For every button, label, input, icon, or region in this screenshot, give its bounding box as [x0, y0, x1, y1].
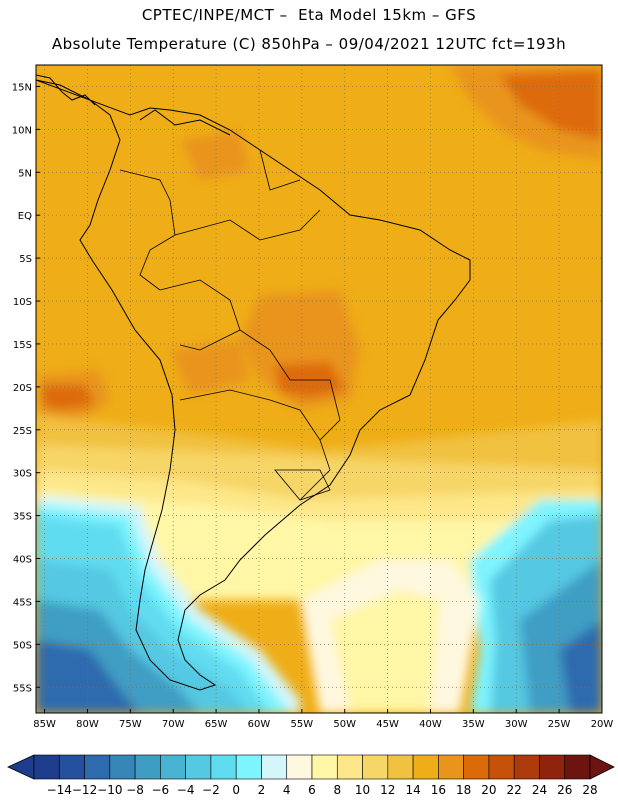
colorbar-tick-label: 6 [308, 783, 316, 797]
colorbar-tick-label: −14 [47, 783, 72, 797]
colorbar-tick-label: −2 [202, 783, 220, 797]
colorbar-swatch [235, 754, 262, 780]
colorbar-tick-label: 0 [232, 783, 240, 797]
lon-tick-label: 70W [162, 719, 185, 730]
colorbar-swatch [488, 754, 515, 780]
colorbar-labels: −14 −12 −10 −8 −6 −4 −2 0 2 4 6 8 10 12 14 16 18 20 22 24 26… [47, 783, 598, 797]
lon-tick-label: 50W [333, 719, 356, 730]
colorbar-tick-label: −10 [97, 783, 122, 797]
lon-tick-label: 30W [505, 719, 528, 730]
colorbar-tick-label: 22 [507, 783, 522, 797]
lat-tick-label: 15S [13, 340, 32, 351]
lat-tick-label: 30S [13, 469, 32, 480]
chart-title-line1: CPTEC/INPE/MCT – Eta Model 15km – GFS [141, 6, 477, 24]
lat-tick-label: 10S [13, 297, 32, 308]
colorbar-tick-label: 4 [283, 783, 291, 797]
lon-tick-label: 75W [119, 719, 142, 730]
lat-tick-label: 5S [19, 254, 32, 265]
colorbar-swatch [513, 754, 540, 780]
lat-tick-label: 35S [13, 512, 32, 523]
chart-title-line2: Absolute Temperature (C) 850hPa – 09/04/… [51, 35, 567, 53]
colorbar-swatch [109, 754, 136, 780]
latitude-axis: 15N 10N 5N EQ 5S 10S 15S 20S 25S 30S 35S 40S 45S 50S 5… [12, 82, 40, 694]
colorbar-max-arrow [589, 754, 615, 780]
coastline [36, 74, 471, 691]
lat-tick-label: 20S [13, 383, 32, 394]
colorbar-tick-label: 12 [380, 783, 395, 797]
lon-tick-label: 85W [33, 719, 56, 730]
longitude-axis: 85W 80W 75W 70W 65W 60W 55W 50W 45W 40W 35W 30W 25W 2… [33, 709, 613, 730]
lon-tick-label: 80W [76, 719, 99, 730]
colorbar-swatch [33, 754, 60, 780]
colorbar-tick-label: −12 [72, 783, 97, 797]
colorbar-swatch [463, 754, 490, 780]
lat-tick-label: 50S [13, 640, 32, 651]
colorbar-swatch [362, 754, 389, 780]
map-grid [36, 65, 602, 713]
country-borders [119, 149, 341, 501]
colorbar-swatch [311, 754, 338, 780]
temperature-field [36, 65, 602, 713]
colorbar-tick-label: 18 [456, 783, 471, 797]
colorbar-swatch [539, 754, 566, 780]
lat-tick-label: 10N [12, 125, 32, 136]
lon-tick-label: 45W [376, 719, 399, 730]
colorbar-tick-label: 24 [532, 783, 547, 797]
lat-tick-label: 25S [13, 426, 32, 437]
colorbar-swatch [261, 754, 288, 780]
colorbar-tick-label: 8 [333, 783, 341, 797]
colorbar-tick-label: 14 [405, 783, 420, 797]
colorbar-tick-label: −6 [152, 783, 170, 797]
colorbar-swatch [185, 754, 212, 780]
lon-tick-label: 40W [419, 719, 442, 730]
colorbar-swatch [438, 754, 464, 780]
colorbar-tick-label: 2 [258, 783, 266, 797]
colorbar-swatch [134, 754, 161, 780]
colorbar-swatch [210, 754, 237, 780]
lat-tick-label: 40S [13, 555, 32, 566]
colorbar-tick-label: −8 [126, 783, 144, 797]
colorbar-swatch [336, 754, 363, 780]
lon-tick-label: 65W [205, 719, 228, 730]
colorbar [7, 754, 615, 780]
colorbar-swatch [160, 754, 186, 780]
lat-tick-label: 15N [12, 82, 32, 93]
colorbar-swatch [286, 754, 313, 780]
lon-tick-label: 55W [291, 719, 314, 730]
lat-tick-label: EQ [18, 211, 32, 222]
map-frame [35, 64, 603, 714]
colorbar-tick-label: 16 [431, 783, 446, 797]
colorbar-tick-label: 20 [481, 783, 496, 797]
lon-tick-label: 25W [548, 719, 571, 730]
colorbar-swatch [58, 754, 85, 780]
colorbar-min-arrow [7, 754, 35, 780]
lat-tick-label: 55S [13, 683, 32, 694]
colorbar-swatch [387, 754, 414, 780]
lon-tick-label: 20W [591, 719, 614, 730]
colorbar-tick-label: 26 [557, 783, 572, 797]
lat-tick-label: 45S [13, 597, 32, 608]
lat-tick-label: 5N [18, 168, 32, 179]
colorbar-swatch [84, 754, 111, 780]
colorbar-swatch [564, 754, 591, 780]
lon-tick-label: 60W [248, 719, 271, 730]
colorbar-tick-label: −4 [177, 783, 195, 797]
colorbar-tick-label: 10 [355, 783, 370, 797]
colorbar-swatch [412, 754, 439, 780]
lon-tick-label: 35W [462, 719, 485, 730]
colorbar-tick-label: 28 [582, 783, 597, 797]
